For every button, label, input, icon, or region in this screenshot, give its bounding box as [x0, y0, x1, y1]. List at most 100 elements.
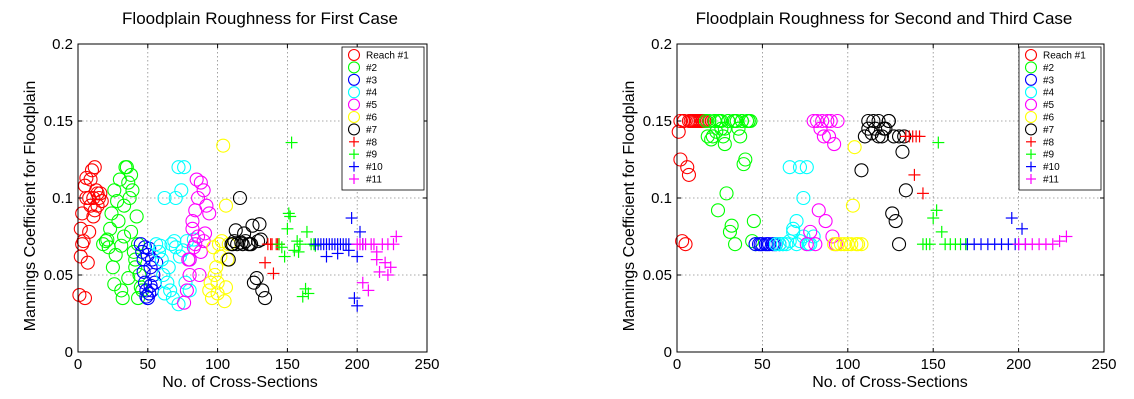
data-points: [671, 113, 1073, 252]
data-point: [844, 237, 859, 252]
legend-entry: #11: [1026, 174, 1059, 186]
legend-label: #8: [1043, 137, 1055, 148]
data-point: [278, 250, 291, 263]
data-point: [913, 130, 926, 143]
chart-title: Floodplain Roughness for Second and Thir…: [696, 9, 1073, 28]
data-point: [114, 238, 129, 253]
data-point: [760, 237, 775, 252]
data-point: [821, 129, 837, 144]
series--6: [827, 140, 869, 252]
data-point: [719, 186, 734, 201]
chart-title: Floodplain Roughness for First Case: [122, 9, 398, 28]
data-point: [281, 222, 294, 235]
data-point: [123, 224, 139, 239]
x-tick-label: 150: [921, 356, 946, 373]
data-point: [251, 234, 266, 249]
legend-label: #11: [1043, 175, 1059, 186]
data-point: [927, 212, 940, 225]
data-point: [891, 237, 907, 252]
data-point: [203, 275, 218, 290]
legend-label: #8: [366, 137, 378, 148]
data-point: [673, 113, 688, 129]
data-point: [342, 244, 355, 257]
data-point: [160, 275, 175, 290]
data-point: [923, 238, 936, 251]
legend-entry: #9: [1026, 149, 1055, 161]
legend: Reach #1#2#3 #4#5 #6#7#8 #9#10 #11: [341, 46, 425, 191]
data-point: [866, 113, 881, 129]
data-point: [351, 250, 364, 263]
legend-marker: [1024, 86, 1038, 99]
data-point: [675, 234, 690, 249]
data-point: [234, 235, 249, 250]
data-point: [292, 245, 305, 258]
data-point: [151, 244, 167, 259]
data-point: [874, 129, 890, 144]
series--4: [769, 160, 821, 252]
data-point: [216, 138, 231, 153]
x-tick-label: 0: [673, 356, 681, 373]
data-point: [854, 163, 869, 178]
data-point: [857, 129, 872, 144]
data-point: [810, 113, 825, 129]
data-point: [345, 212, 358, 225]
data-point: [351, 299, 364, 312]
data-point: [174, 183, 189, 198]
data-point: [140, 247, 155, 263]
data-point: [348, 292, 361, 305]
x-tick-label: 200: [345, 356, 370, 373]
series--5: [799, 113, 845, 252]
data-point: [1053, 235, 1066, 248]
data-point: [356, 276, 369, 289]
y-tick-label: 0.2: [52, 36, 73, 53]
data-point: [125, 183, 140, 198]
data-point: [815, 113, 830, 129]
data-point: [792, 160, 808, 175]
data-point: [291, 235, 304, 248]
data-point: [381, 269, 394, 281]
data-point: [818, 214, 833, 229]
data-point: [179, 283, 194, 298]
data-point: [285, 136, 298, 149]
data-point: [185, 221, 200, 236]
y-tick-label: 0.15: [44, 113, 73, 130]
data-point: [908, 168, 921, 181]
legend-entry: Reach #1: [1024, 48, 1086, 62]
legend-label: #9: [366, 150, 378, 161]
legend-marker: [1024, 73, 1038, 86]
data-point: [75, 237, 90, 252]
data-point: [898, 183, 913, 198]
data-point: [249, 271, 264, 286]
x-axis-label: No. of Cross-Sections: [812, 374, 968, 391]
y-tick-label: 0.05: [643, 267, 672, 284]
legend-entry: #5: [347, 98, 378, 111]
y-tick-label: 0.15: [643, 113, 672, 130]
data-point: [1060, 230, 1073, 243]
y-tick-label: 0: [65, 344, 73, 361]
legend-entry: #7: [347, 123, 378, 136]
data-point: [745, 234, 760, 249]
series--3: [133, 237, 164, 306]
data-point: [182, 267, 197, 283]
data-point: [246, 275, 261, 290]
data-point: [267, 267, 280, 280]
data-point: [320, 250, 333, 263]
data-point: [172, 249, 187, 264]
data-point: [681, 113, 697, 129]
data-point: [820, 113, 835, 129]
legend-entry: #11: [349, 174, 382, 186]
legend-entry: #6: [1024, 110, 1055, 124]
data-point: [738, 152, 753, 167]
legend-label: #9: [1043, 150, 1055, 161]
data-point: [390, 230, 403, 243]
data-point: [235, 237, 250, 252]
legend-marker: [347, 73, 361, 86]
data-point: [895, 144, 910, 159]
data-point: [153, 238, 168, 253]
data-point: [792, 234, 808, 249]
data-point: [786, 221, 801, 236]
data-point: [681, 167, 697, 182]
legend-label: #6: [366, 113, 378, 124]
data-point: [916, 187, 929, 200]
data-point: [935, 225, 948, 238]
